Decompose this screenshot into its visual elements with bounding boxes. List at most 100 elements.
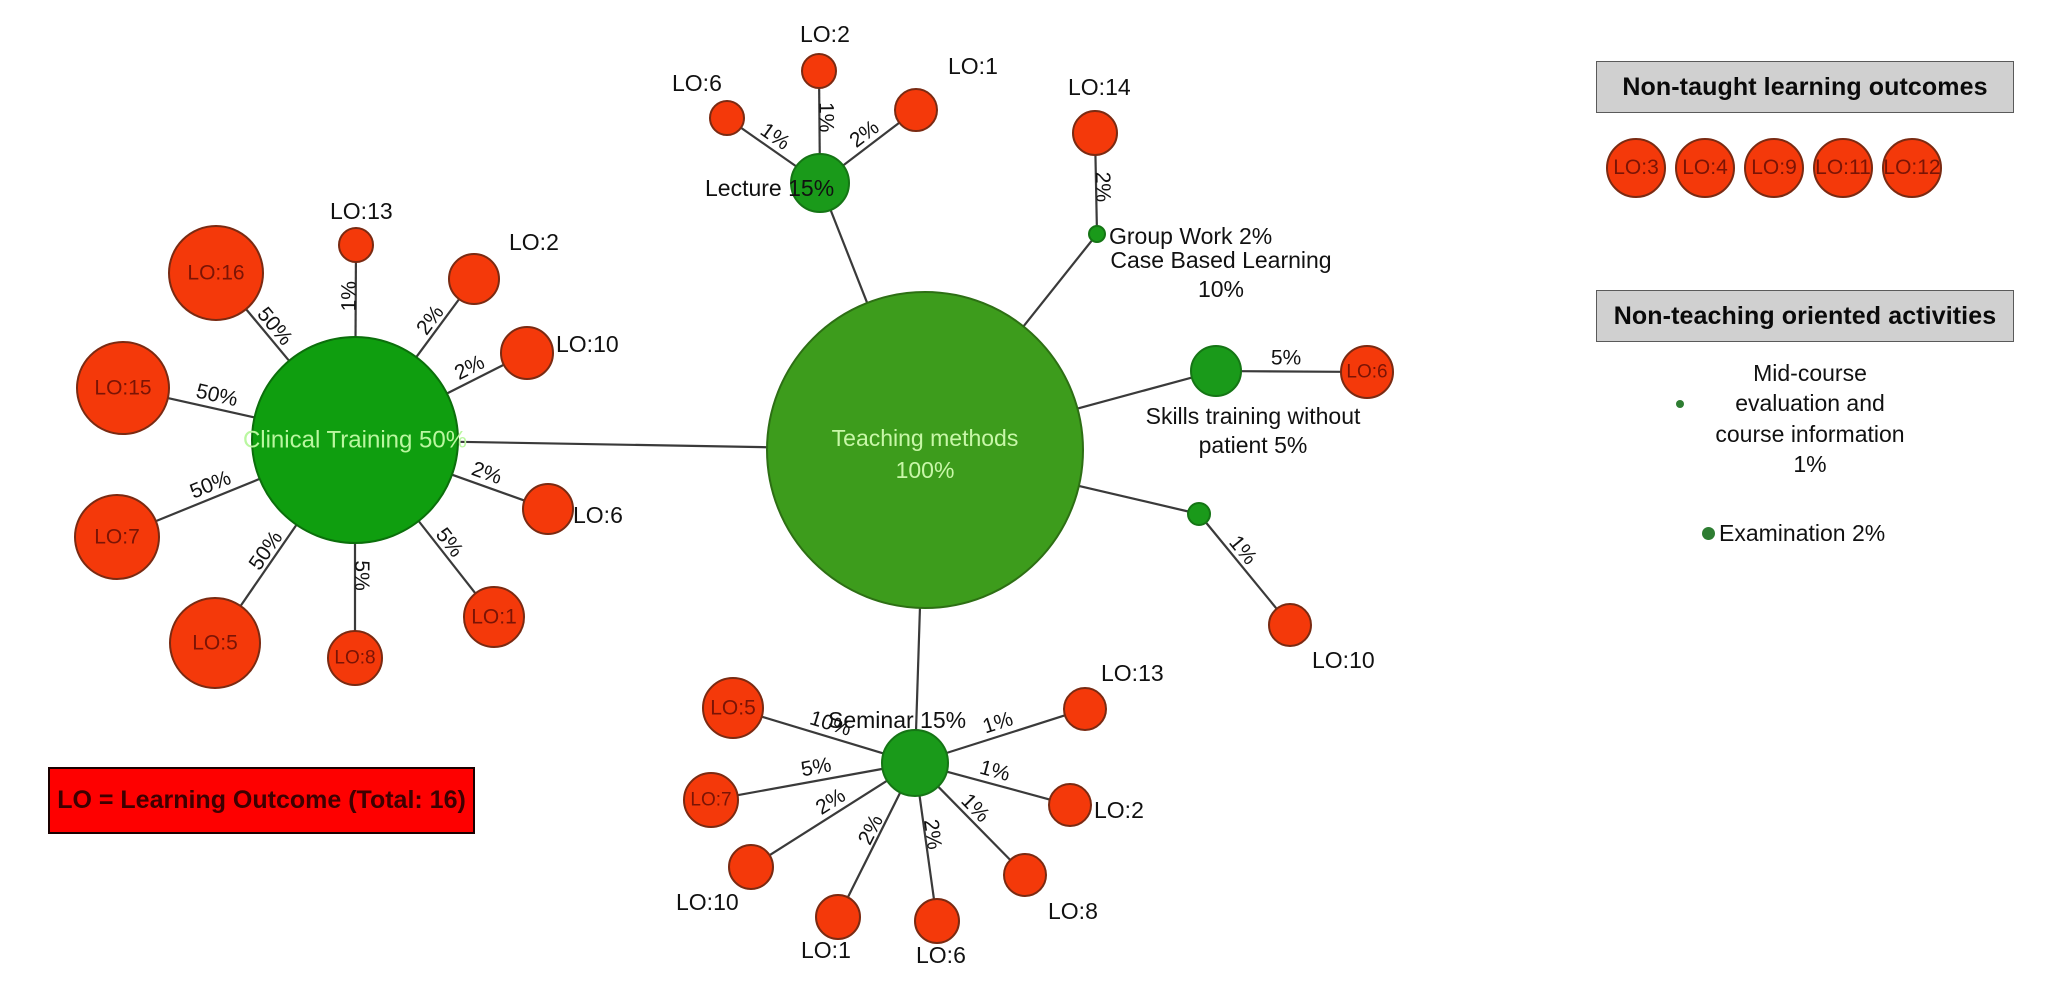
edge-clinical-training-1	[167, 396, 255, 419]
node-lo-clinical-training-7[interactable]	[500, 326, 554, 380]
edge-clinical-training-5	[417, 520, 477, 595]
edge-skills-training-0	[1205, 521, 1278, 610]
label-lecture: Lecture 15%	[705, 175, 834, 201]
lo-label-clinical-training-4: LO:8	[334, 648, 375, 669]
label-lo-seminar-5: LO:8	[1048, 898, 1098, 924]
edge-percent-lecture-1: 1%	[814, 102, 837, 133]
lo-label-seminar-1: LO:7	[690, 790, 731, 811]
edge-clinical-training-0	[245, 308, 290, 362]
node-lo-clinical-training-1[interactable]	[76, 341, 170, 435]
activity-examination-text: Examination 2%	[1719, 520, 1886, 546]
label-lo-clinical-training-6: LO:6	[573, 502, 623, 528]
legend-lo-key-text: LO = Learning Outcome (Total: 16)	[57, 786, 466, 814]
edge-seminar-1	[737, 767, 883, 797]
edge-lecture-0	[740, 126, 797, 168]
legend-lo-circle[interactable]: LO:12	[1882, 138, 1942, 198]
node-lo-seminar-0[interactable]	[702, 677, 764, 739]
legend-lo-circle[interactable]: LO:4	[1675, 138, 1735, 198]
lo-label-seminar-0: LO:5	[710, 697, 756, 720]
node-lo-clinical-training-4[interactable]	[327, 630, 383, 686]
edge-seminar-6	[946, 770, 1051, 801]
edge-seminar-7	[946, 714, 1066, 755]
edge-percent-seminar-4: 2%	[919, 818, 946, 851]
activity-line: course information	[1715, 420, 1905, 447]
edge-lecture-1	[818, 87, 821, 155]
legend-lo-key: LO = Learning Outcome (Total: 16)	[48, 767, 475, 834]
node-lo-clinical-training-0[interactable]	[168, 225, 264, 321]
legend-lo-circle-label: LO:4	[1682, 156, 1728, 179]
legend-lo-circle-label: LO:12	[1883, 156, 1941, 179]
node-layer	[74, 53, 1394, 944]
node-lo-seminar-6[interactable]	[1048, 783, 1092, 827]
node-lo-clinical-training-3[interactable]	[169, 597, 261, 689]
node-seminar[interactable]	[881, 729, 949, 797]
legend-non-teaching-header: Non-teaching oriented activities	[1596, 290, 2014, 342]
node-lo-clinical-training-9[interactable]	[338, 227, 374, 263]
node-lecture[interactable]	[790, 153, 850, 213]
label-skills-training-2: patient 5%	[1199, 432, 1308, 458]
legend-lo-circle-label: LO:9	[1751, 156, 1797, 179]
node-lo-lecture-1[interactable]	[801, 53, 837, 89]
edge-percent-seminar-3: 2%	[854, 811, 888, 848]
node-lo-seminar-7[interactable]	[1063, 687, 1107, 731]
edge-percent-clinical-training-8: 2%	[412, 301, 449, 339]
label-lo-lecture-2: LO:1	[948, 53, 998, 79]
edge-layer	[155, 87, 1342, 900]
lo-label-clinical-training-0: LO:16	[187, 262, 244, 285]
node-lo-seminar-1[interactable]	[683, 772, 739, 828]
label-case-based-learning: Case Based Learning	[1110, 247, 1331, 273]
node-lo-seminar-2[interactable]	[728, 844, 774, 890]
label-group-work: Group Work 2%	[1109, 223, 1272, 249]
edge-case-based-learning-0	[1240, 370, 1342, 373]
legend-non-taught-title: Non-taught learning outcomes	[1622, 72, 1988, 101]
edge-percent-clinical-training-9: 1%	[338, 281, 361, 311]
root-label-value: 100%	[896, 457, 955, 483]
legend-non-taught-header: Non-taught learning outcomes	[1596, 61, 2014, 113]
node-lo-clinical-training-2[interactable]	[74, 494, 160, 580]
edge-clinical-training-6	[451, 473, 525, 502]
edge-percent-lecture-0: 1%	[756, 119, 794, 155]
lo-label-clinical-training-3: LO:5	[192, 632, 238, 655]
node-case-based-learning[interactable]	[1190, 345, 1242, 397]
node-lo-seminar-3[interactable]	[815, 894, 861, 940]
node-lo-clinical-training-5[interactable]	[463, 586, 525, 648]
label-lo-seminar-4: LO:6	[916, 942, 966, 968]
node-lo-group-work-0[interactable]	[1072, 110, 1118, 156]
edge-root-case-based-learning	[1077, 376, 1193, 410]
legend-lo-circle[interactable]: LO:3	[1606, 138, 1666, 198]
edge-percent-group-work-0: 2%	[1091, 172, 1115, 203]
legend-lo-circle[interactable]: LO:11	[1813, 138, 1873, 198]
node-lo-seminar-5[interactable]	[1003, 853, 1047, 897]
node-lo-lecture-0[interactable]	[709, 100, 745, 136]
edge-seminar-0	[761, 715, 884, 755]
legend-lo-circle[interactable]: LO:9	[1744, 138, 1804, 198]
node-clinical-training[interactable]	[251, 336, 459, 544]
node-lo-case-based-learning-0[interactable]	[1340, 345, 1394, 399]
label-skills-training: Skills training without	[1146, 403, 1361, 429]
label-lo-clinical-training-9: LO:13	[330, 198, 393, 224]
node-group-work[interactable]	[1088, 225, 1106, 243]
label-case-based-learning-value: 10%	[1198, 276, 1244, 302]
node-lo-seminar-4[interactable]	[914, 898, 960, 944]
node-teaching-methods[interactable]	[766, 291, 1084, 609]
label-lo-seminar-2: LO:10	[676, 889, 739, 915]
label-lo-seminar-6: LO:2	[1094, 797, 1144, 823]
lo-label-case-based-learning-0: LO:6	[1346, 362, 1387, 383]
node-skills-training[interactable]	[1187, 502, 1211, 526]
lo-label-clinical-training: Clinical Training 50%	[243, 427, 467, 454]
lo-label-clinical-training-2: LO:7	[94, 526, 140, 549]
label-lo-skills-training-0: LO:10	[1312, 647, 1375, 673]
legend-lo-circle-label: LO:11	[1815, 156, 1871, 179]
node-lo-lecture-2[interactable]	[894, 88, 938, 132]
edge-percent-clinical-training-6: 2%	[469, 457, 505, 489]
edge-seminar-5	[937, 785, 1012, 861]
edge-root-group-work	[1022, 239, 1093, 328]
node-lo-clinical-training-8[interactable]	[448, 253, 500, 305]
edge-percent-case-based-learning-0: 5%	[1271, 346, 1302, 369]
edge-percent-clinical-training-4: 5%	[350, 560, 373, 590]
label-lo-clinical-training-8: LO:2	[509, 229, 559, 255]
node-lo-clinical-training-6[interactable]	[522, 483, 574, 535]
node-lo-skills-training-0[interactable]	[1268, 603, 1312, 647]
activity-line: evaluation and	[1735, 390, 1885, 417]
